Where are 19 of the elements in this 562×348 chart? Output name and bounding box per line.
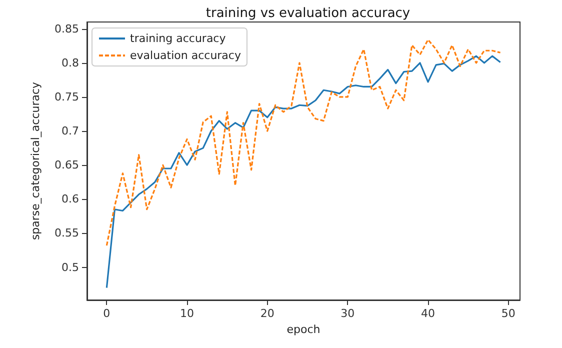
y-axis-title: sparse_categorical_accuracy — [29, 81, 42, 240]
x-axis-title: epoch — [286, 322, 320, 336]
y-tick-label: 0.55 — [54, 226, 79, 240]
y-tick-label: 0.6 — [62, 192, 79, 206]
x-tick-label: 10 — [180, 307, 194, 320]
y-tick-label: 0.5 — [62, 260, 79, 274]
y-tick-label: 0.65 — [54, 158, 79, 172]
x-tick-label: 20 — [260, 307, 274, 320]
legend-label: training accuracy — [130, 32, 226, 45]
x-tick-label: 30 — [340, 307, 355, 320]
y-tick-label: 0.7 — [62, 124, 79, 138]
y-tick-label: 0.8 — [62, 56, 79, 70]
y-tick-label: 0.75 — [54, 90, 79, 104]
x-tick-label: 40 — [421, 307, 436, 320]
x-tick-label: 50 — [501, 307, 516, 320]
chart-title: training vs evaluation accuracy — [206, 6, 410, 21]
legend-label: evaluation accuracy — [130, 49, 242, 62]
y-tick-label: 0.85 — [54, 22, 79, 36]
x-tick-label: 0 — [103, 307, 110, 320]
